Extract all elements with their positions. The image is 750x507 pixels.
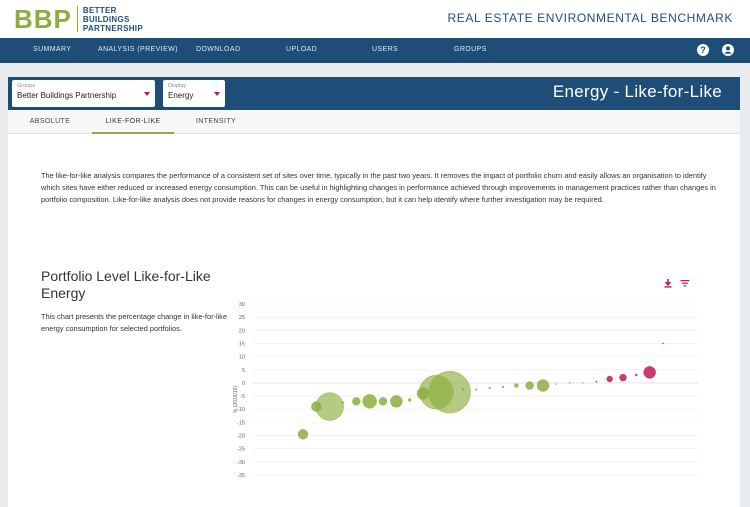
- data-point[interactable]: [315, 392, 344, 421]
- groups-select-value: Better Buildings Partnership: [17, 91, 117, 100]
- section-description: This chart presents the percentage chang…: [41, 312, 228, 334]
- data-point[interactable]: [643, 366, 656, 379]
- bbp-logo[interactable]: BBP BETTER BUILDINGS PARTNERSHIP: [14, 4, 143, 34]
- y-tick-label: 25: [239, 315, 245, 321]
- y-axis: 30 25 20 15 10 5 0 -5 -10 -15 -20 -25 -30 -35: [237, 302, 245, 479]
- display-select-label: Display: [168, 83, 187, 89]
- y-tick-label: 10: [239, 355, 245, 361]
- chart-grid: [253, 303, 698, 476]
- chevron-down-icon: [214, 92, 220, 96]
- help-icon[interactable]: ?: [697, 44, 709, 56]
- logo-mark: BBP: [14, 4, 72, 34]
- tab-intensity[interactable]: INTENSITY: [195, 118, 237, 125]
- svg-text:?: ?: [700, 45, 706, 55]
- data-point[interactable]: [352, 397, 361, 406]
- download-icon[interactable]: [662, 277, 674, 289]
- y-tick-label: -30: [237, 460, 245, 466]
- data-point[interactable]: [606, 375, 613, 383]
- tab-absolute[interactable]: ABSOLUTE: [29, 118, 71, 125]
- main-nav: SUMMARY ANALYSIS (PREVIEW) DOWNLOAD UPLO…: [0, 38, 750, 63]
- y-axis-title: % (2018/19): [233, 386, 239, 414]
- y-tick-label: -15: [237, 420, 245, 426]
- y-tick-label: 5: [242, 368, 245, 374]
- data-point[interactable]: [619, 373, 627, 382]
- like-for-like-chart: 30 25 20 15 10 5 0 -5 -10 -15 -20 -25 -30 -35 % (2018…: [233, 302, 698, 479]
- logo-line: PARTNERSHIP: [82, 23, 143, 33]
- tab-bar: ABSOLUTE LIKE-FOR-LIKE INTENSITY: [8, 110, 740, 134]
- chart-points: [297, 342, 664, 440]
- nav-upload[interactable]: UPLOAD: [286, 46, 318, 53]
- data-point[interactable]: [525, 381, 534, 390]
- display-select[interactable]: Display Energy: [163, 80, 225, 107]
- y-tick-label: -5: [240, 394, 245, 400]
- help-glyph: ?: [700, 45, 706, 55]
- account-glyph: [724, 46, 732, 54]
- data-point[interactable]: [536, 379, 550, 392]
- tab-like-for-like[interactable]: LIKE-FOR-LIKE: [92, 110, 174, 134]
- page-header: Groups Better Buildings Partnership Disp…: [8, 77, 740, 110]
- y-tick-label: -35: [237, 473, 245, 479]
- data-point[interactable]: [428, 370, 471, 414]
- logo-line: BUILDINGS: [82, 14, 130, 24]
- section-title: Portfolio Level Like-for-Like Energy: [41, 268, 211, 301]
- data-point[interactable]: [362, 394, 377, 409]
- account-icon[interactable]: [722, 44, 734, 56]
- nav-download[interactable]: DOWNLOAD: [196, 46, 241, 53]
- data-point[interactable]: [582, 382, 584, 384]
- nav-analysis[interactable]: ANALYSIS (PREVIEW): [98, 46, 178, 53]
- data-point[interactable]: [514, 383, 519, 388]
- data-point[interactable]: [297, 429, 309, 440]
- nav-summary[interactable]: SUMMARY: [33, 46, 72, 53]
- data-point[interactable]: [461, 388, 465, 391]
- groups-select[interactable]: Groups Better Buildings Partnership: [12, 80, 155, 107]
- data-point[interactable]: [662, 342, 664, 345]
- y-tick-label: 15: [239, 341, 245, 347]
- groups-select-label: Groups: [17, 83, 36, 89]
- nav-users[interactable]: USERS: [372, 46, 399, 53]
- y-tick-label: 20: [239, 328, 245, 334]
- y-tick-label: 0: [242, 381, 245, 387]
- data-point[interactable]: [378, 397, 388, 406]
- data-point[interactable]: [501, 385, 505, 389]
- data-point[interactable]: [568, 382, 571, 384]
- display-select-value: Energy: [168, 91, 194, 100]
- data-point[interactable]: [488, 386, 491, 390]
- y-tick-label: -20: [237, 434, 245, 440]
- y-tick-label: 30: [239, 302, 245, 308]
- logo-wordmark: BETTER BUILDINGS PARTNERSHIP: [83, 6, 143, 33]
- data-point[interactable]: [407, 398, 412, 402]
- data-point[interactable]: [341, 401, 345, 404]
- data-point[interactable]: [555, 383, 558, 386]
- page-title: Energy - Like-for-Like: [552, 82, 722, 101]
- intro-text: The like-for-like analysis compares the …: [41, 171, 716, 205]
- data-point[interactable]: [635, 373, 638, 377]
- logo-line: BETTER: [82, 5, 117, 15]
- y-tick-label: -25: [237, 447, 245, 453]
- nav-groups[interactable]: GROUPS: [454, 46, 487, 53]
- data-point[interactable]: [595, 380, 598, 383]
- top-header: BBP BETTER BUILDINGS PARTNERSHIP REAL ES…: [0, 0, 750, 38]
- chevron-down-icon: [144, 92, 150, 96]
- app-title: REAL ESTATE ENVIRONMENTAL BENCHMARK: [447, 11, 733, 25]
- y-tick-label: -10: [237, 407, 245, 413]
- filter-icon[interactable]: [679, 277, 691, 289]
- logo-divider: [76, 6, 78, 32]
- data-point[interactable]: [475, 388, 478, 391]
- content-card: Groups Better Buildings Partnership Disp…: [8, 77, 740, 507]
- data-point[interactable]: [390, 395, 403, 408]
